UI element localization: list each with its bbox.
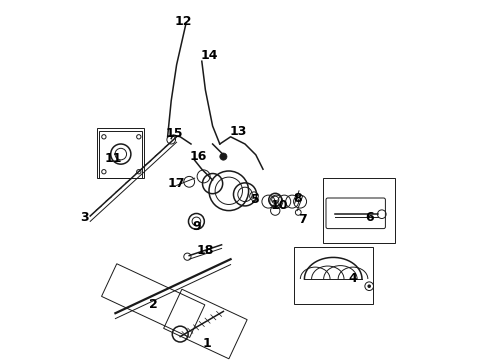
Text: 3: 3: [80, 211, 89, 224]
Text: 1: 1: [203, 337, 212, 350]
Circle shape: [368, 284, 371, 288]
Text: 10: 10: [270, 199, 288, 212]
Text: 2: 2: [149, 298, 158, 311]
Text: 15: 15: [166, 127, 184, 140]
Text: 13: 13: [229, 125, 246, 138]
Text: 9: 9: [192, 220, 201, 233]
Text: 16: 16: [190, 150, 207, 163]
Circle shape: [220, 153, 227, 160]
Text: 14: 14: [200, 49, 218, 62]
Text: 18: 18: [196, 244, 214, 257]
Text: 5: 5: [251, 193, 260, 206]
Text: 12: 12: [175, 15, 193, 28]
Text: 4: 4: [348, 273, 357, 285]
Text: 8: 8: [293, 192, 301, 204]
Text: 6: 6: [365, 211, 373, 224]
Bar: [99, 131, 143, 178]
Text: 11: 11: [105, 152, 122, 165]
Text: 17: 17: [168, 177, 185, 190]
Text: 7: 7: [298, 213, 307, 226]
